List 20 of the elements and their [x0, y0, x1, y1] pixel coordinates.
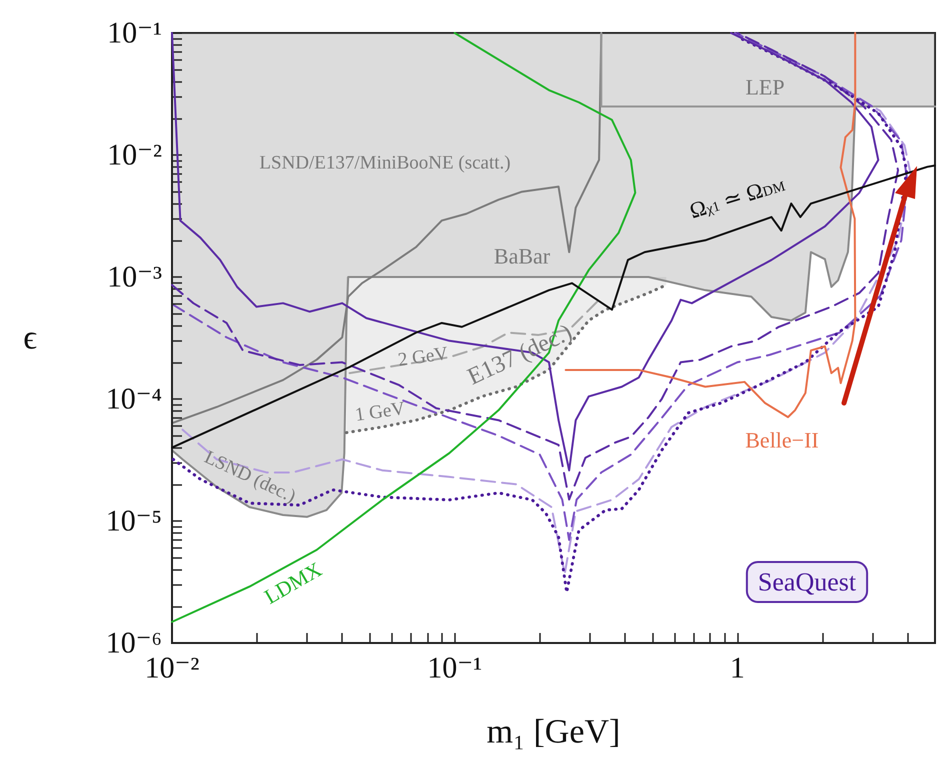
y-tick-label: 10⁻⁵ — [106, 504, 162, 538]
y-tick-label: 10⁻² — [107, 138, 162, 172]
annotation: BaBar — [494, 244, 551, 268]
x-tick-label: 1 — [730, 652, 745, 684]
annotation: LEP — [745, 74, 785, 100]
annotation: SeaQuest — [758, 568, 857, 596]
annotation: E137 (dec.) — [464, 320, 576, 390]
annotation: 1 GeV — [354, 398, 407, 426]
x-tick-label: 10⁻² — [144, 652, 200, 684]
y-tick-label: 10⁻⁴ — [106, 382, 162, 416]
y-tick-label: 10⁻³ — [107, 260, 162, 294]
annotation: LSND (dec.) — [201, 446, 299, 508]
annotation: Belle−II — [745, 428, 819, 452]
annotation: 2 GeV — [396, 343, 450, 371]
x-axis-title: m₁ [GeV] — [486, 714, 620, 750]
y-tick-label: 10⁻¹ — [107, 16, 162, 50]
annotation: LSND/E137/MiniBooNE (scatt.) — [259, 152, 511, 174]
annotation: Ωχ1 ≃ ΩDM — [686, 177, 788, 224]
x-tick-label: 10⁻¹ — [427, 652, 482, 684]
y-axis-title: ϵ — [23, 320, 38, 356]
